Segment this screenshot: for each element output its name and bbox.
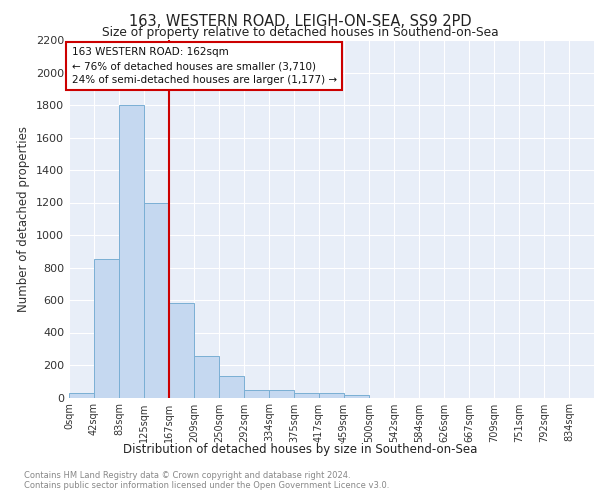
Bar [194,356,219,398]
Bar [319,394,344,398]
Text: Distribution of detached houses by size in Southend-on-Sea: Distribution of detached houses by size … [123,442,477,456]
Bar [294,392,319,398]
Bar [269,390,294,398]
Bar [144,202,169,398]
Bar [244,390,269,398]
Text: 163 WESTERN ROAD: 162sqm
← 76% of detached houses are smaller (3,710)
24% of sem: 163 WESTERN ROAD: 162sqm ← 76% of detach… [71,47,337,85]
Text: Contains public sector information licensed under the Open Government Licence v3: Contains public sector information licen… [24,481,389,490]
Bar [169,303,194,398]
Bar [344,394,369,398]
Bar [69,394,94,398]
Y-axis label: Number of detached properties: Number of detached properties [17,126,31,312]
Bar [219,376,244,398]
Text: 163, WESTERN ROAD, LEIGH-ON-SEA, SS9 2PD: 163, WESTERN ROAD, LEIGH-ON-SEA, SS9 2PD [128,14,472,29]
Bar [119,105,144,398]
Text: Size of property relative to detached houses in Southend-on-Sea: Size of property relative to detached ho… [101,26,499,39]
Bar [94,260,119,398]
Text: Contains HM Land Registry data © Crown copyright and database right 2024.: Contains HM Land Registry data © Crown c… [24,471,350,480]
